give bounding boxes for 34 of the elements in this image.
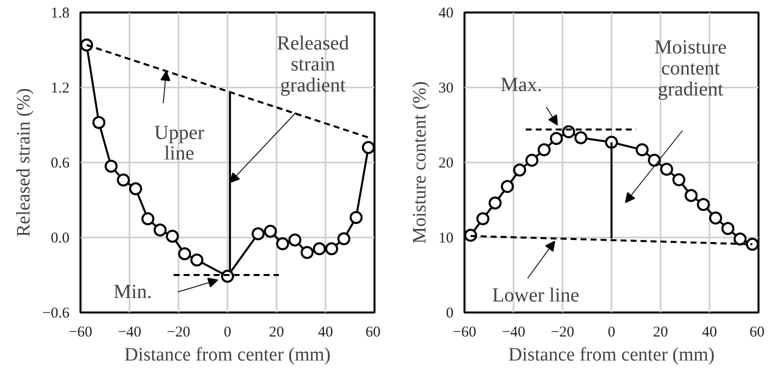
y-tick-label: 0.6 xyxy=(50,156,70,172)
x-tick-label: −40 xyxy=(502,324,526,340)
y-tick-label: 30 xyxy=(438,80,454,96)
y-axis-title: Released strain (%) xyxy=(13,88,34,237)
x-axis-title: Distance from center (mm) xyxy=(508,344,715,366)
x-tick-label: 0 xyxy=(608,324,616,340)
x-tick-label: 40 xyxy=(702,324,717,340)
x-tick-label: 40 xyxy=(318,324,333,340)
y-tick-label: 0.0 xyxy=(50,230,70,246)
y-tick-label: 10 xyxy=(438,230,454,246)
y-tick-label: 40 xyxy=(438,6,454,22)
y-tick-label: 1.8 xyxy=(50,6,70,22)
y-tick-label: 1.2 xyxy=(50,80,70,96)
x-tick-label: −20 xyxy=(166,324,190,340)
x-tick-label: −60 xyxy=(68,324,92,340)
x-tick-label: −60 xyxy=(452,324,476,340)
annotation: Lower line xyxy=(492,284,580,306)
x-tick-label: 60 xyxy=(366,324,380,340)
annotation: Upper line xyxy=(154,122,205,165)
y-axis-title: Moisture content (%) xyxy=(410,81,430,244)
y-tick-label: 20 xyxy=(438,156,454,172)
x-tick-label: −40 xyxy=(118,324,142,340)
x-tick-label: 20 xyxy=(653,324,668,340)
x-tick-label: 20 xyxy=(269,324,284,340)
annotation: Max. xyxy=(500,74,542,96)
annotation: Moisture content gradient xyxy=(654,36,727,100)
annotation: Min. xyxy=(114,281,152,303)
x-tick-label: 0 xyxy=(224,324,232,340)
y-tick-label: 0 xyxy=(446,306,454,322)
x-tick-label: −20 xyxy=(550,324,574,340)
x-tick-label: 60 xyxy=(750,324,764,340)
y-tick-label: −0.6 xyxy=(42,306,70,322)
x-axis-title: Distance from center (mm) xyxy=(124,344,331,366)
annotation: Released strain gradient xyxy=(276,32,350,96)
